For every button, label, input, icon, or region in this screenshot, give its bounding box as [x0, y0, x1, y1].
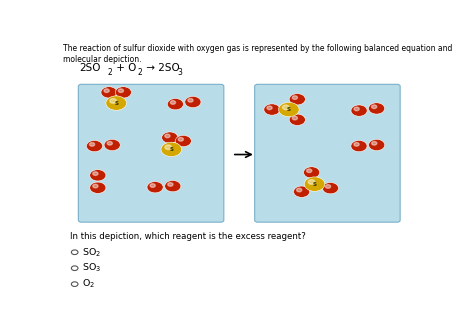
Text: SO$_2$: SO$_2$	[82, 246, 101, 259]
Circle shape	[351, 140, 367, 152]
Circle shape	[289, 94, 305, 105]
Circle shape	[307, 169, 312, 173]
Circle shape	[170, 101, 175, 104]
FancyBboxPatch shape	[255, 84, 400, 222]
Circle shape	[354, 143, 359, 146]
Circle shape	[326, 185, 330, 188]
Circle shape	[372, 105, 377, 109]
Circle shape	[322, 182, 338, 194]
Text: O$_2$: O$_2$	[82, 278, 95, 290]
Circle shape	[368, 103, 385, 114]
Circle shape	[104, 89, 109, 93]
Circle shape	[178, 138, 183, 141]
Circle shape	[264, 104, 280, 115]
Circle shape	[372, 142, 377, 145]
Circle shape	[292, 116, 298, 120]
Circle shape	[86, 140, 102, 152]
Text: 2: 2	[107, 67, 112, 76]
Circle shape	[101, 87, 117, 98]
Circle shape	[165, 134, 170, 138]
Circle shape	[90, 170, 106, 181]
Circle shape	[351, 105, 367, 116]
Circle shape	[283, 105, 289, 110]
Circle shape	[90, 143, 95, 146]
Circle shape	[292, 96, 298, 100]
Circle shape	[289, 114, 305, 126]
Text: The reaction of sulfur dioxide with oxygen gas is represented by the following b: The reaction of sulfur dioxide with oxyg…	[63, 44, 452, 64]
Text: S: S	[312, 182, 317, 187]
Circle shape	[369, 139, 385, 151]
FancyBboxPatch shape	[78, 84, 224, 222]
Circle shape	[93, 184, 98, 188]
Text: S: S	[114, 101, 118, 106]
Circle shape	[147, 182, 163, 193]
Circle shape	[304, 177, 325, 191]
Circle shape	[293, 186, 310, 197]
Circle shape	[188, 99, 193, 102]
Circle shape	[303, 167, 319, 178]
Circle shape	[104, 139, 120, 151]
Circle shape	[175, 135, 191, 147]
Circle shape	[107, 142, 112, 145]
Circle shape	[185, 96, 201, 108]
Circle shape	[110, 99, 117, 103]
Text: 3: 3	[178, 67, 183, 76]
Circle shape	[168, 183, 173, 186]
Text: S: S	[287, 107, 291, 112]
Circle shape	[161, 142, 182, 157]
Circle shape	[106, 96, 127, 110]
Circle shape	[165, 145, 172, 150]
Text: In this depiction, which reagent is the excess reagent?: In this depiction, which reagent is the …	[70, 232, 306, 241]
Circle shape	[297, 188, 302, 192]
Circle shape	[354, 107, 359, 111]
Circle shape	[150, 184, 155, 187]
Circle shape	[93, 172, 98, 175]
Circle shape	[279, 102, 299, 117]
Text: + O: + O	[112, 63, 136, 73]
Circle shape	[308, 180, 315, 184]
Text: SO$_3$: SO$_3$	[82, 262, 101, 275]
Circle shape	[90, 182, 106, 193]
Circle shape	[118, 89, 124, 93]
Circle shape	[162, 132, 178, 143]
Text: 2: 2	[137, 67, 142, 76]
Circle shape	[165, 180, 181, 192]
Circle shape	[167, 99, 183, 110]
Circle shape	[267, 106, 272, 110]
Circle shape	[115, 87, 131, 98]
Text: 2SO: 2SO	[80, 63, 101, 73]
Text: → 2SO: → 2SO	[143, 63, 179, 73]
Text: S: S	[169, 147, 173, 152]
